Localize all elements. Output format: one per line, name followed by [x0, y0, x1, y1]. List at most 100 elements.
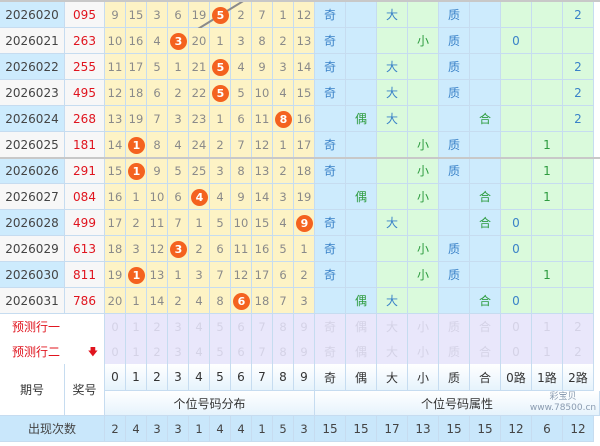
digit-cell: 3: [189, 262, 210, 288]
prediction-cell[interactable]: 4: [189, 339, 210, 365]
attr-cell: 奇: [315, 158, 346, 184]
prediction-cell[interactable]: 3: [168, 339, 189, 365]
digit-cell: 1: [168, 54, 189, 80]
attr-cell: [470, 2, 501, 28]
prediction-cell[interactable]: 质: [439, 314, 470, 340]
prediction-cell[interactable]: 0: [105, 339, 126, 365]
attr-cell: 质: [439, 28, 470, 54]
digit-cell: 2: [168, 80, 189, 106]
prediction-cell[interactable]: 1: [532, 314, 563, 340]
count-cell: 6: [532, 416, 563, 442]
prediction-cell[interactable]: 0: [501, 339, 532, 365]
attr-cell: [470, 158, 501, 184]
prediction-cell[interactable]: 1: [126, 339, 147, 365]
prediction-cell[interactable]: 2: [563, 339, 594, 365]
attr-cell: 奇: [315, 2, 346, 28]
digit-cell: 8: [147, 132, 168, 158]
digit-header: 0: [105, 364, 126, 391]
prediction-label[interactable]: 预测行一: [0, 314, 105, 340]
table-row: 2026025 181 14 8 4 24 2 7 12 1 17 奇小质 1: [0, 132, 594, 158]
attr-cell: 合: [470, 184, 501, 210]
count-cell: 15: [346, 416, 377, 442]
digit-cell: 1: [126, 184, 147, 210]
count-cell: 4: [210, 416, 231, 442]
digit-cell: 10: [105, 28, 126, 54]
prediction-cell[interactable]: 奇: [315, 314, 346, 340]
prediction-cell[interactable]: 8: [273, 339, 294, 365]
group-header-attrs: 个位号码属性: [315, 391, 600, 416]
prediction-cell[interactable]: 合: [470, 339, 501, 365]
prediction-cell[interactable]: 4: [189, 314, 210, 340]
prediction-cell[interactable]: 7: [252, 339, 273, 365]
prediction-cell[interactable]: 6: [231, 314, 252, 340]
prediction-cell[interactable]: 7: [252, 314, 273, 340]
prediction-cell[interactable]: 0: [501, 314, 532, 340]
prediction-cell[interactable]: 小: [408, 339, 439, 365]
attr-cell: [346, 158, 377, 184]
digit-cell: 6: [168, 184, 189, 210]
count-cell: 12: [501, 416, 532, 442]
digit-cell: 3: [147, 2, 168, 28]
hit-ball: 3: [170, 32, 187, 50]
digit-cell: 2: [189, 236, 210, 262]
attr-cell: [346, 2, 377, 28]
attr-cell: 大: [377, 106, 408, 132]
digit-cell: 2: [273, 158, 294, 184]
digit-cell: 15: [105, 158, 126, 184]
prediction-cell[interactable]: 偶: [346, 314, 377, 340]
digit-cell: 4: [273, 80, 294, 106]
prediction-cell[interactable]: 2: [147, 314, 168, 340]
prediction-cell[interactable]: 偶: [346, 339, 377, 365]
prediction-cell[interactable]: 0: [105, 314, 126, 340]
prediction-cell[interactable]: 大: [377, 314, 408, 340]
prediction-cell[interactable]: 2: [563, 314, 594, 340]
digit-cell: 19: [189, 2, 210, 28]
count-row: 出现次数 2 4 3 3 1 4 4 1 5 3 15 15 17 13 15 15 12 6 12: [0, 416, 594, 442]
digit-cell: 6: [147, 80, 168, 106]
digit-cell: 9: [252, 54, 273, 80]
table-row: 2026024 268 13 19 7 3 23 1 6 11 16 偶大合 2: [0, 106, 594, 132]
digit-cell: 12: [147, 236, 168, 262]
digit-cell: 15: [252, 210, 273, 236]
prediction-cell[interactable]: 3: [168, 314, 189, 340]
prediction-cell[interactable]: 5: [210, 339, 231, 365]
prediction-cell[interactable]: 大: [377, 339, 408, 365]
prediction-row[interactable]: 预测行一 0 1 2 3 4 5 6 7 8 9 奇偶大小质合 0 1 2: [0, 314, 594, 340]
prediction-cell[interactable]: 质: [439, 339, 470, 365]
prediction-cell[interactable]: 小: [408, 314, 439, 340]
divider: [0, 0, 600, 2]
attr-cell: 质: [439, 54, 470, 80]
prediction-cell[interactable]: 1: [532, 339, 563, 365]
digit-cell: 9: [231, 184, 252, 210]
digit-cell: 17: [252, 262, 273, 288]
attr-cell: 偶: [346, 106, 377, 132]
digit-header: 1: [126, 364, 147, 391]
digit-cell: 1: [126, 288, 147, 314]
table-row: 2026031 786 20 1 14 2 4 8 18 7 3 偶大 合 0: [0, 288, 594, 314]
prediction-cell[interactable]: 合: [470, 314, 501, 340]
prediction-cell[interactable]: 9: [294, 314, 315, 340]
prediction-cell[interactable]: 5: [210, 314, 231, 340]
attr-header: 质: [439, 364, 470, 391]
prediction-label[interactable]: 预测行二 🡇: [0, 339, 105, 365]
arrow-down-icon[interactable]: 🡇: [87, 347, 98, 358]
attr-cell: 偶: [346, 288, 377, 314]
prediction-cell[interactable]: 6: [231, 339, 252, 365]
digit-cell: 7: [147, 106, 168, 132]
period-header: 期号: [0, 364, 65, 416]
digit-cell: 20: [105, 288, 126, 314]
count-cell: 1: [252, 416, 273, 442]
prediction-cell[interactable]: 9: [294, 339, 315, 365]
prediction-row[interactable]: 预测行二 🡇 0 1 2 3 4 5 6 7 8 9 奇偶大小质合 0 1 2: [0, 339, 594, 365]
award-number: 255: [65, 54, 105, 80]
prediction-cell[interactable]: 1: [126, 314, 147, 340]
prediction-cell[interactable]: 2: [147, 339, 168, 365]
digit-cell: 9: [105, 2, 126, 28]
digit-cell: 6: [210, 236, 231, 262]
prediction-cell[interactable]: 奇: [315, 339, 346, 365]
award-number: 263: [65, 28, 105, 54]
digit-cell: 7: [231, 132, 252, 158]
table-row: 2026028 499 17 2 11 7 1 5 10 15 4 奇大合 0: [0, 210, 594, 236]
attr-cell: 质: [439, 2, 470, 28]
prediction-cell[interactable]: 8: [273, 314, 294, 340]
